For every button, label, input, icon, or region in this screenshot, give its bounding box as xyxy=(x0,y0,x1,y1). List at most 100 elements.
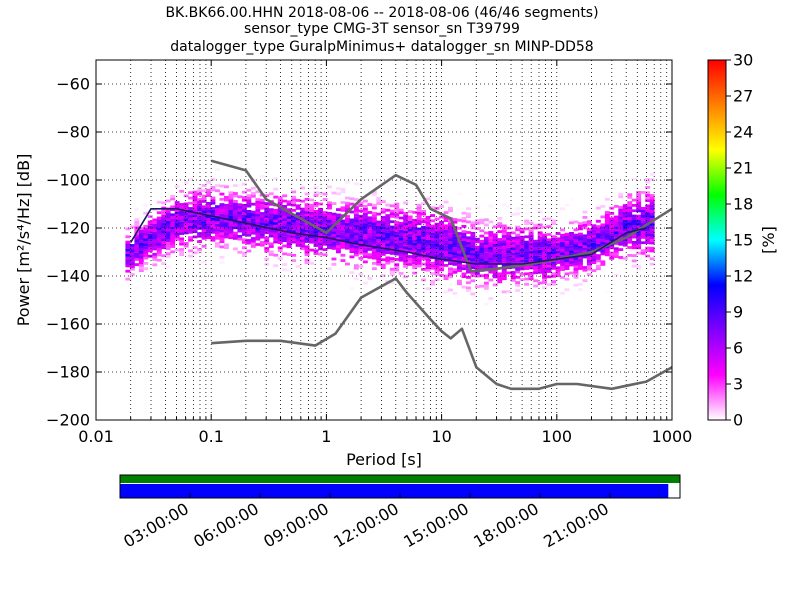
histogram-cell xyxy=(192,198,198,202)
histogram-cell xyxy=(555,255,561,259)
histogram-cell xyxy=(192,193,198,197)
histogram-cell xyxy=(264,241,270,245)
histogram-cell xyxy=(470,242,476,246)
histogram-cell xyxy=(466,257,471,261)
histogram-cell xyxy=(336,226,341,230)
histogram-cell xyxy=(358,220,364,223)
histogram-cell xyxy=(452,263,458,266)
histogram-cell xyxy=(170,224,176,227)
histogram-cell xyxy=(264,212,270,216)
histogram-cell xyxy=(183,213,189,216)
histogram-cell xyxy=(533,271,539,275)
histogram-cell xyxy=(313,228,319,232)
histogram-cell xyxy=(389,270,395,274)
histogram-cell xyxy=(282,218,288,221)
histogram-cell xyxy=(371,219,377,223)
histogram-cell xyxy=(165,241,171,245)
histogram-cell xyxy=(336,216,341,219)
histogram-cell xyxy=(313,230,319,234)
histogram-cell xyxy=(403,222,409,226)
histogram-cell xyxy=(407,247,413,250)
histogram-cell xyxy=(618,192,624,196)
histogram-cell xyxy=(533,268,539,272)
histogram-cell xyxy=(241,204,247,207)
histogram-cell xyxy=(174,211,180,215)
histogram-cell xyxy=(425,218,431,222)
histogram-cell xyxy=(183,228,189,232)
histogram-cell xyxy=(613,220,619,224)
histogram-cell xyxy=(134,236,140,240)
histogram-cell xyxy=(376,196,382,200)
histogram-cell xyxy=(448,222,453,226)
histogram-cell xyxy=(192,217,198,220)
histogram-cell xyxy=(161,222,167,226)
histogram-cell xyxy=(591,240,597,243)
histogram-cell xyxy=(219,221,225,225)
histogram-cell xyxy=(358,251,364,255)
histogram-cell xyxy=(425,266,431,269)
histogram-cell xyxy=(371,227,377,231)
histogram-cell xyxy=(483,273,489,277)
histogram-cell xyxy=(322,242,328,246)
histogram-cell xyxy=(371,203,377,207)
histogram-cell xyxy=(300,247,306,251)
histogram-cell xyxy=(515,212,521,216)
histogram-cell xyxy=(394,215,400,219)
histogram-cell xyxy=(448,233,453,236)
mode-line xyxy=(130,208,647,265)
histogram-cell xyxy=(237,206,243,209)
histogram-cell xyxy=(353,211,359,215)
histogram-cell xyxy=(461,211,467,215)
histogram-cell xyxy=(197,224,202,228)
histogram-cell xyxy=(506,250,512,254)
histogram-cell xyxy=(161,217,167,221)
histogram-cell xyxy=(201,210,207,214)
histogram-cell xyxy=(412,248,418,251)
histogram-cell xyxy=(604,221,610,225)
histogram-cell xyxy=(501,264,507,267)
histogram-cell xyxy=(161,230,167,234)
histogram-cell xyxy=(345,225,350,229)
histogram-cell xyxy=(246,202,252,205)
histogram-cell xyxy=(129,254,135,258)
histogram-cell xyxy=(434,230,440,234)
histogram-cell xyxy=(479,229,485,233)
histogram-cell xyxy=(528,271,534,275)
histogram-cell xyxy=(313,236,319,239)
histogram-cell xyxy=(457,253,462,257)
x-axis-label: Period [s] xyxy=(346,450,422,469)
histogram-cell xyxy=(152,252,158,256)
histogram-cell xyxy=(282,212,288,216)
histogram-cell xyxy=(192,219,198,223)
histogram-cell xyxy=(645,207,651,210)
histogram-cell xyxy=(349,237,355,240)
histogram-cell xyxy=(645,196,651,200)
histogram-cell xyxy=(434,238,440,242)
histogram-cell xyxy=(353,245,359,249)
histogram-cell xyxy=(578,256,583,260)
histogram-cell xyxy=(358,272,364,276)
histogram-cell xyxy=(197,208,202,212)
histogram-cell xyxy=(371,267,377,271)
histogram-cell xyxy=(582,245,588,248)
histogram-cell xyxy=(457,266,462,270)
histogram-cell xyxy=(412,261,418,264)
histogram-cell xyxy=(515,283,521,287)
histogram-cell xyxy=(385,216,391,220)
histogram-cell xyxy=(389,220,395,224)
histogram-cell xyxy=(443,245,449,249)
histogram-cell xyxy=(327,243,332,247)
histogram-cell xyxy=(259,220,265,223)
histogram-cell xyxy=(304,245,310,249)
histogram-cell xyxy=(327,235,332,239)
histogram-cell xyxy=(282,244,288,248)
colorbar-tick-label: 6 xyxy=(733,339,743,358)
histogram-cell xyxy=(264,239,270,242)
histogram-cell xyxy=(394,263,400,267)
histogram-cell xyxy=(291,230,297,233)
histogram-cell xyxy=(170,221,176,225)
histogram-cell xyxy=(349,247,355,251)
histogram-cell xyxy=(510,260,516,264)
histogram-cell xyxy=(618,256,624,259)
histogram-cell xyxy=(385,251,391,254)
